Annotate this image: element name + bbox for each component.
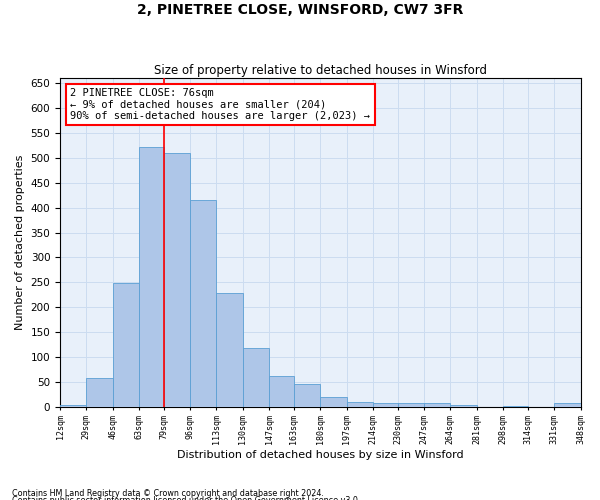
- Bar: [451, 406, 477, 407]
- Bar: [243, 348, 269, 407]
- Bar: [113, 283, 139, 407]
- Bar: [217, 294, 243, 407]
- Text: Contains HM Land Registry data © Crown copyright and database right 2024.: Contains HM Land Registry data © Crown c…: [12, 488, 324, 498]
- Y-axis label: Number of detached properties: Number of detached properties: [15, 155, 25, 330]
- Bar: [373, 403, 398, 407]
- X-axis label: Distribution of detached houses by size in Winsford: Distribution of detached houses by size …: [177, 450, 464, 460]
- Bar: [503, 406, 528, 407]
- Title: Size of property relative to detached houses in Winsford: Size of property relative to detached ho…: [154, 64, 487, 77]
- Bar: [347, 402, 373, 407]
- Bar: [86, 378, 113, 407]
- Bar: [398, 404, 424, 407]
- Bar: [320, 397, 347, 407]
- Bar: [424, 404, 451, 407]
- Bar: [139, 148, 164, 407]
- Bar: [554, 403, 581, 407]
- Bar: [269, 376, 294, 407]
- Text: 2, PINETREE CLOSE, WINSFORD, CW7 3FR: 2, PINETREE CLOSE, WINSFORD, CW7 3FR: [137, 2, 463, 16]
- Bar: [60, 406, 86, 407]
- Text: 2 PINETREE CLOSE: 76sqm
← 9% of detached houses are smaller (204)
90% of semi-de: 2 PINETREE CLOSE: 76sqm ← 9% of detached…: [70, 88, 370, 121]
- Bar: [164, 153, 190, 407]
- Bar: [294, 384, 320, 407]
- Bar: [190, 200, 217, 407]
- Text: Contains public sector information licensed under the Open Government Licence v3: Contains public sector information licen…: [12, 496, 361, 500]
